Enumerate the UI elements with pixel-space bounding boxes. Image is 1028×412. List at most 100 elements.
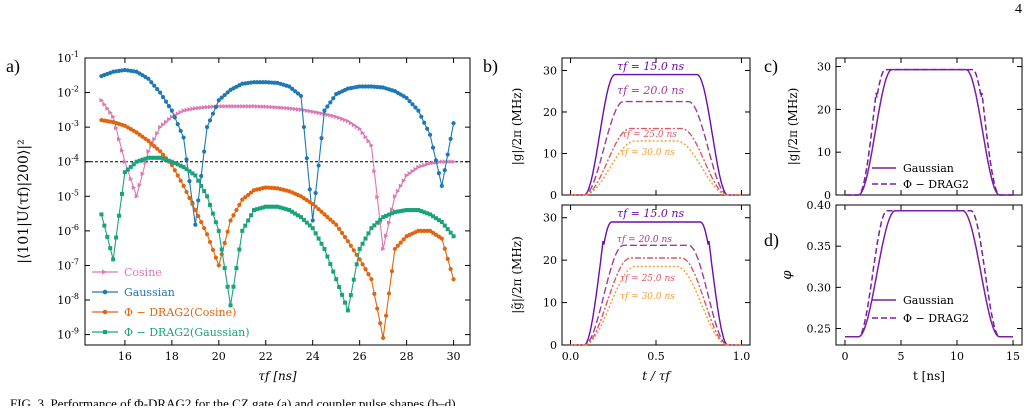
data-point	[207, 118, 213, 123]
data-point	[225, 229, 230, 234]
data-point	[225, 90, 230, 95]
data-point	[111, 114, 116, 120]
data-point	[193, 106, 198, 111]
data-point	[345, 239, 351, 244]
data-point	[404, 173, 410, 178]
data-point	[155, 130, 160, 136]
data-point	[134, 159, 139, 164]
data-point	[222, 104, 228, 109]
data-point	[416, 108, 421, 113]
data-point	[243, 104, 248, 109]
data-point	[222, 92, 227, 98]
data-point	[392, 210, 397, 215]
data-point	[117, 213, 122, 218]
data-point	[122, 159, 128, 165]
data-point	[284, 105, 289, 111]
data-point	[433, 158, 439, 163]
data-point	[207, 239, 213, 245]
data-point	[128, 176, 134, 182]
data-point	[307, 187, 312, 192]
data-point	[257, 104, 263, 109]
data-point	[401, 208, 406, 213]
data-point	[425, 211, 430, 216]
data-point	[369, 277, 374, 282]
data-point	[102, 223, 107, 228]
data-point	[398, 183, 404, 189]
data-point	[193, 222, 198, 227]
data-point	[348, 293, 353, 298]
tau-curve-bottom-1	[570, 244, 742, 346]
data-point	[143, 156, 148, 161]
panel-c-label: c)	[764, 56, 778, 76]
data-point	[172, 115, 177, 120]
data-point	[210, 111, 216, 116]
x-tick-label: 22	[259, 350, 273, 363]
data-point	[210, 211, 215, 216]
data-point	[328, 217, 333, 222]
data-point	[193, 173, 198, 178]
data-point	[331, 269, 336, 274]
data-point	[178, 163, 183, 168]
data-point	[143, 160, 148, 165]
data-point	[213, 104, 218, 110]
data-point	[169, 108, 174, 113]
data-point	[319, 111, 325, 116]
data-point	[448, 159, 454, 165]
legend-marker	[102, 289, 108, 295]
data-point	[410, 168, 415, 174]
data-point	[184, 189, 189, 195]
y-tick-label: 10-6	[57, 223, 79, 238]
y-tick-label: 0.30	[807, 281, 832, 294]
data-point	[451, 234, 456, 239]
x-tick-label: 0.0	[562, 350, 580, 363]
data-point	[310, 218, 315, 223]
data-point	[128, 164, 133, 169]
data-point	[375, 194, 380, 200]
data-point	[422, 210, 427, 215]
data-point	[237, 202, 242, 207]
data-point	[357, 257, 362, 262]
data-point	[395, 188, 401, 194]
data-point	[451, 277, 456, 282]
data-point	[416, 228, 421, 233]
data-point	[372, 168, 377, 174]
data-point	[316, 110, 322, 116]
data-point	[269, 104, 275, 110]
data-point	[254, 104, 260, 109]
y-tick-label: 30	[543, 212, 557, 225]
data-point	[166, 104, 172, 109]
data-point	[240, 197, 245, 202]
x-axis-label: t / τf	[642, 369, 672, 383]
legend-label: Cosine	[124, 266, 162, 279]
data-point	[301, 107, 307, 113]
data-point	[369, 142, 374, 148]
data-point	[304, 220, 309, 225]
data-point	[328, 113, 333, 118]
data-point	[442, 159, 448, 165]
curve-label: τf = 15.0 ns	[617, 60, 684, 73]
curve-label: τf = 20.0 ns	[617, 235, 672, 245]
data-point	[392, 246, 397, 252]
data-point	[342, 117, 348, 123]
data-point	[348, 120, 354, 126]
data-point	[178, 128, 183, 133]
data-point	[448, 230, 453, 235]
data-point	[310, 201, 315, 207]
data-point	[193, 207, 198, 213]
data-point	[257, 80, 262, 85]
data-point	[117, 136, 122, 142]
data-point	[134, 130, 139, 135]
data-point	[119, 148, 125, 153]
y-tick-label: 0.25	[807, 323, 832, 336]
data-point	[345, 308, 350, 313]
data-point	[196, 178, 201, 183]
data-point	[152, 155, 157, 160]
data-point	[178, 178, 183, 183]
data-point	[319, 241, 324, 246]
data-point	[161, 122, 166, 127]
data-point	[119, 191, 124, 196]
data-point	[366, 272, 371, 277]
data-point	[334, 222, 339, 227]
data-point	[146, 138, 151, 144]
x-tick-label: 30	[447, 350, 461, 363]
